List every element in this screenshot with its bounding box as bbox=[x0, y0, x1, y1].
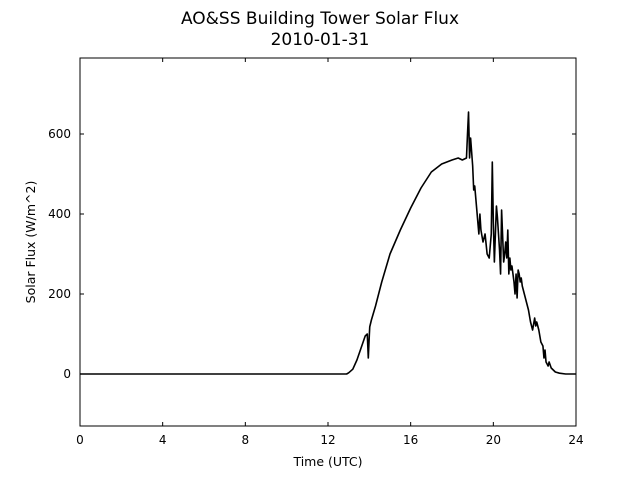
y-tick-label: 600 bbox=[48, 127, 71, 141]
x-axis-label: Time (UTC) bbox=[292, 454, 362, 469]
y-tick-label: 400 bbox=[48, 207, 71, 221]
solar-flux-series-line bbox=[80, 111, 576, 375]
x-tick-label: 8 bbox=[242, 433, 250, 447]
series-layer bbox=[80, 111, 576, 375]
x-tick-label: 0 bbox=[76, 433, 84, 447]
y-tick-label: 200 bbox=[48, 287, 71, 301]
x-tick-label: 24 bbox=[568, 433, 583, 447]
plot-frame bbox=[79, 57, 577, 427]
x-tick-label: 20 bbox=[486, 433, 501, 447]
y-tick-label: 0 bbox=[63, 367, 71, 381]
x-tick-label: 12 bbox=[320, 433, 335, 447]
y-axis-label: Solar Flux (W/m^2) bbox=[23, 181, 38, 304]
x-tick-label: 4 bbox=[159, 433, 167, 447]
x-tick-label: 16 bbox=[403, 433, 418, 447]
chart-title: AO&SS Building Tower Solar Flux bbox=[181, 9, 459, 29]
chart-subtitle: 2010-01-31 bbox=[271, 30, 370, 50]
